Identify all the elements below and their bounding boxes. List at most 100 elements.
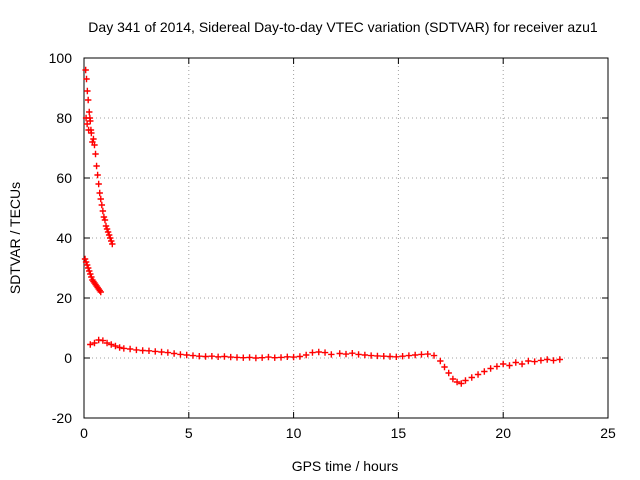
- chart-title: Day 341 of 2014, Sidereal Day-to-day VTE…: [88, 19, 598, 35]
- x-axis-label: GPS time / hours: [292, 458, 399, 474]
- data-point: [399, 353, 406, 360]
- data-point: [277, 354, 285, 361]
- data-point: [183, 351, 190, 359]
- data-point: [411, 351, 419, 359]
- data-point: [91, 141, 98, 149]
- data-point: [309, 349, 316, 356]
- x-tick-label: 25: [600, 425, 616, 441]
- data-point: [445, 369, 452, 377]
- data-point: [88, 273, 95, 281]
- data-point: [83, 75, 90, 83]
- data-point: [449, 375, 457, 383]
- data-point: [82, 66, 89, 74]
- data-point: [102, 222, 110, 230]
- data-point: [97, 288, 104, 296]
- data-point: [227, 353, 234, 361]
- data-point: [405, 352, 413, 359]
- data-point: [284, 353, 291, 360]
- data-points: [81, 66, 563, 387]
- y-tick-label: 20: [56, 290, 72, 306]
- data-point: [430, 352, 438, 359]
- data-point: [240, 354, 247, 361]
- x-tick-label: 10: [286, 425, 302, 441]
- data-point: [177, 351, 184, 358]
- data-point: [393, 353, 400, 360]
- data-point: [145, 347, 153, 354]
- data-point: [550, 357, 557, 364]
- data-point: [91, 339, 98, 347]
- data-point: [139, 347, 146, 354]
- data-point: [95, 180, 102, 188]
- x-tick-label: 20: [495, 425, 511, 441]
- data-point: [214, 353, 222, 360]
- data-point: [349, 350, 356, 357]
- data-point: [96, 189, 103, 197]
- data-point: [84, 96, 92, 104]
- data-point: [437, 357, 444, 365]
- data-point: [94, 171, 101, 179]
- y-tick-label: -20: [52, 410, 72, 426]
- data-point: [104, 228, 112, 236]
- data-point: [441, 363, 448, 371]
- grid: [84, 58, 608, 418]
- data-point: [556, 356, 563, 363]
- data-point: [120, 345, 128, 352]
- data-point: [361, 351, 369, 359]
- data-point: [103, 339, 111, 347]
- data-point: [208, 353, 216, 360]
- data-point: [233, 354, 241, 361]
- plot-frame: [83, 57, 609, 419]
- data-point: [518, 360, 526, 368]
- data-point: [164, 349, 172, 356]
- data-point: [374, 352, 381, 360]
- data-point: [355, 351, 362, 358]
- y-tick-label: 60: [56, 170, 72, 186]
- data-point: [92, 150, 99, 158]
- data-point: [506, 362, 513, 369]
- y-tick-label: 100: [49, 50, 73, 66]
- data-point: [87, 341, 94, 348]
- data-point: [83, 120, 91, 128]
- data-point: [108, 341, 115, 348]
- axis-ticks: 0 5 10 15 20 25 -20 0 20 40 60 80 100: [49, 50, 616, 441]
- data-point: [458, 380, 465, 387]
- data-point: [170, 350, 178, 357]
- data-point: [189, 352, 197, 359]
- data-point: [97, 195, 104, 203]
- data-point: [342, 350, 350, 358]
- data-point: [315, 348, 322, 356]
- data-point: [290, 353, 297, 361]
- data-point: [86, 267, 93, 275]
- data-point: [386, 353, 394, 360]
- data-point: [196, 353, 203, 360]
- data-point: [83, 261, 91, 269]
- data-point: [258, 354, 266, 361]
- data-point: [302, 351, 310, 359]
- data-point: [87, 126, 95, 134]
- data-point: [462, 377, 469, 384]
- data-point: [84, 87, 91, 95]
- data-point: [453, 378, 461, 386]
- y-axis-label: SDTVAR / TECUs: [7, 182, 23, 294]
- data-point: [93, 162, 100, 170]
- data-point: [202, 353, 209, 360]
- data-point: [246, 354, 253, 361]
- data-point: [468, 374, 475, 381]
- data-point: [98, 201, 106, 209]
- x-tick-label: 0: [80, 425, 88, 441]
- data-point: [103, 225, 111, 233]
- data-point: [100, 213, 108, 221]
- data-point: [86, 108, 93, 116]
- data-point: [500, 360, 507, 368]
- x-tick-label: 15: [391, 425, 407, 441]
- data-point: [418, 351, 425, 358]
- data-point: [328, 351, 335, 358]
- data-point: [367, 352, 375, 359]
- data-point: [487, 365, 494, 372]
- data-point: [126, 345, 134, 353]
- data-point: [90, 135, 97, 143]
- data-point: [265, 353, 272, 361]
- data-point: [116, 344, 123, 351]
- data-point: [424, 350, 431, 358]
